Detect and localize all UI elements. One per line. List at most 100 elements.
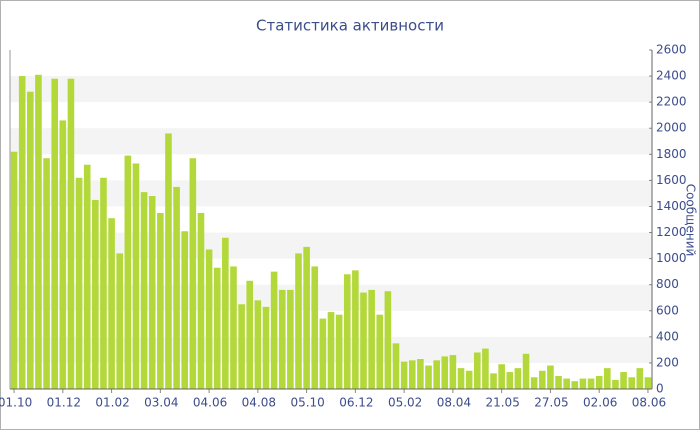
bar (59, 120, 67, 390)
bar (441, 356, 449, 389)
bar (75, 177, 83, 389)
bar (92, 199, 99, 389)
bar (10, 151, 18, 389)
bar (116, 253, 124, 389)
bar (148, 196, 156, 389)
x-tick-label: 02.06 (583, 396, 617, 410)
bar (449, 355, 457, 389)
y-tick-label: 800 (656, 277, 679, 291)
bar (384, 291, 392, 389)
bar (343, 274, 351, 389)
bar (506, 372, 514, 389)
bar (368, 289, 375, 389)
y-tick-label: 2200 (656, 95, 687, 109)
y-tick-label: 2000 (656, 121, 687, 135)
y-tick-label: 2400 (656, 69, 687, 83)
bar (124, 155, 132, 389)
bar (612, 379, 619, 389)
bar (278, 289, 286, 389)
grid-band (10, 76, 652, 103)
bar (197, 212, 205, 389)
bar (571, 381, 579, 389)
bar (636, 368, 644, 389)
bar (530, 377, 538, 389)
bar (522, 353, 530, 389)
x-tick-label: 21.05 (485, 396, 519, 410)
bar (376, 314, 384, 389)
bar (27, 91, 34, 389)
bar (335, 314, 343, 389)
bar (514, 368, 522, 389)
bar (352, 270, 359, 389)
bar (222, 237, 229, 389)
bar (595, 375, 603, 389)
bar (238, 304, 245, 389)
bar (205, 249, 213, 389)
bar (295, 253, 302, 389)
y-axis-label: Сообщений (684, 184, 698, 257)
bar (213, 267, 221, 389)
bar (51, 78, 58, 389)
x-tick-label: 05.10 (290, 396, 324, 410)
x-tick-label: 04.06 (193, 396, 227, 410)
x-tick-label: 27.05 (534, 396, 568, 410)
bar (246, 280, 254, 389)
bar (189, 158, 197, 389)
bar (392, 343, 400, 389)
bar (417, 359, 424, 389)
bar (303, 246, 310, 389)
bar (157, 212, 164, 389)
bar (165, 133, 172, 389)
bar (408, 360, 416, 389)
bar (465, 370, 473, 389)
bar (327, 312, 335, 389)
bar (547, 365, 554, 389)
y-tick-label: 0 (656, 382, 664, 396)
x-tick-label: 08.04 (437, 396, 471, 410)
bar (173, 186, 180, 389)
x-tick-label: 01.10 (0, 396, 32, 410)
bar (35, 74, 42, 390)
bar (587, 378, 595, 389)
x-tick-label: 03.04 (144, 396, 178, 410)
y-tick-label: 1200 (656, 225, 687, 239)
bar (360, 292, 367, 389)
bar (498, 364, 505, 389)
bar (83, 164, 91, 389)
bar (604, 368, 611, 389)
bar (230, 266, 237, 389)
bar (433, 360, 440, 389)
bar (490, 373, 497, 389)
bar (482, 348, 489, 389)
bar (425, 365, 432, 389)
x-tick-label: 06.12 (339, 396, 373, 410)
y-tick-label: 1000 (656, 251, 687, 265)
y-tick-label: 600 (656, 303, 679, 317)
bar (254, 300, 262, 389)
bar (287, 289, 294, 389)
bar (270, 271, 278, 389)
bar (67, 78, 75, 389)
bar (620, 372, 627, 389)
bar (43, 158, 50, 389)
bar (262, 306, 270, 389)
bar (400, 361, 408, 389)
y-tick-label: 1400 (656, 199, 687, 213)
y-tick-label: 1800 (656, 147, 687, 161)
bar (644, 377, 652, 389)
y-tick-label: 400 (656, 329, 679, 343)
x-tick-label: 01.02 (95, 396, 129, 410)
x-tick-label: 04.08 (242, 396, 276, 410)
bar (563, 378, 570, 389)
y-tick-label: 2600 (656, 43, 687, 57)
bar (108, 218, 115, 389)
bar (181, 231, 189, 389)
bar (628, 377, 635, 389)
grid-band (10, 128, 652, 155)
y-tick-label: 1600 (656, 173, 687, 187)
bar (579, 378, 587, 389)
bar (457, 368, 465, 389)
bar (18, 76, 26, 390)
x-tick-label: 01.12 (47, 396, 81, 410)
